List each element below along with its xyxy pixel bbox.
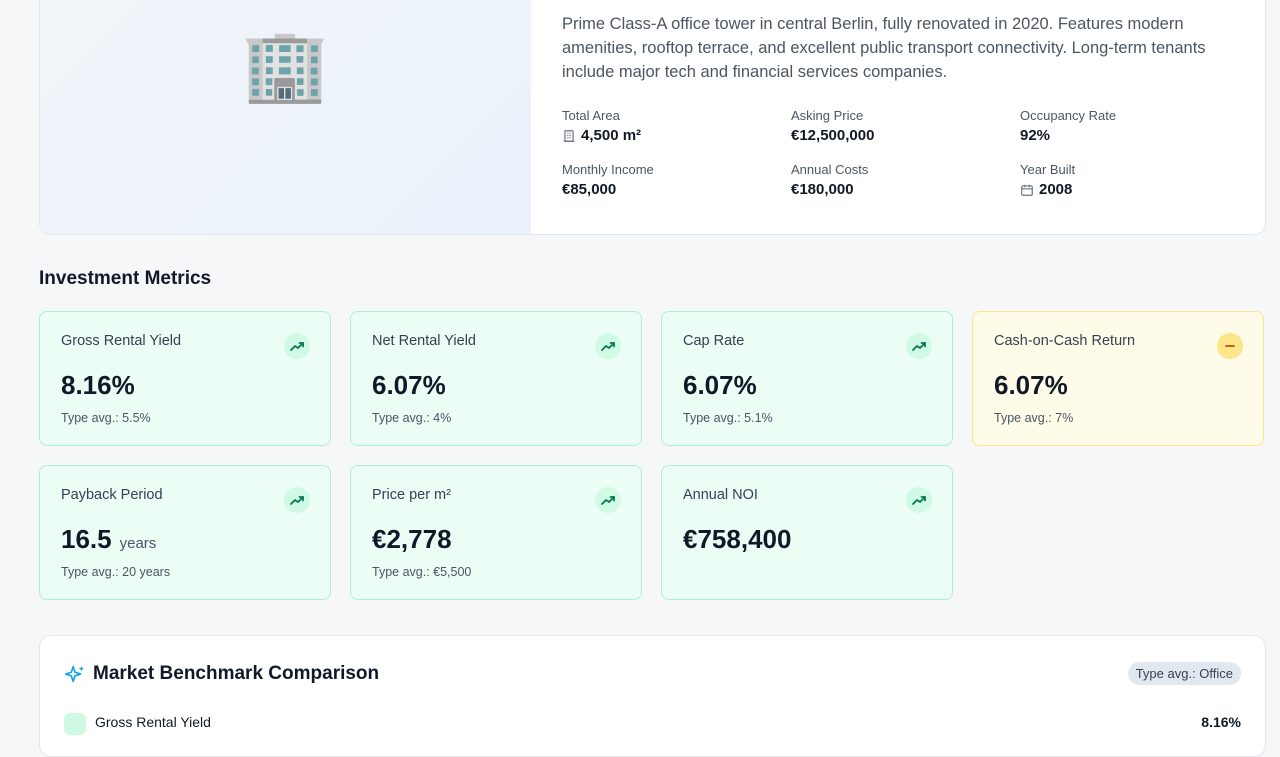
metric-value-text: 6.07% [994,370,1068,400]
calendar-icon [1020,183,1034,197]
metric-value-text: 8.16% [61,370,135,400]
metric-value-text: €2,778 [372,524,452,554]
metric-value: €758,400 [683,524,791,555]
metric-value-text: €758,400 [683,524,792,554]
stat-value-text: €85,000 [562,181,617,198]
stat-value: €85,000 [562,181,616,198]
section-title: Investment Metrics [39,268,212,289]
stat-value: 2008 [1020,181,1072,198]
metric-note: Type avg.: 20 years [61,565,171,579]
stat-value: 4,500 m² [562,127,641,144]
benchmark-card: Market Benchmark Comparison Type avg.: O… [39,635,1266,757]
trend-icon [906,487,932,513]
stat-label: Year Built [1020,162,1076,177]
property-description: Prime Class-A office tower in central Be… [562,15,1206,81]
building-icon [562,129,576,143]
benchmark-title: Market Benchmark Comparison [93,663,380,684]
metric-value-text: 16.5 [61,524,112,554]
metric-note: Type avg.: 7% [994,411,1074,425]
metric-card: Annual NOI €758,400 [661,465,953,600]
metric-card: Payback Period 16.5 years Type avg.: 20 yea… [39,465,331,600]
type-badge: Type avg.: Office [1127,662,1241,685]
sparkle-icon [65,665,85,683]
stat-label: Total Area [562,108,620,123]
stat-value-text: €12,500,000 [791,127,875,144]
metric-note: Type avg.: 4% [372,411,452,425]
trend-icon [1217,333,1243,359]
metric-note: Type avg.: 5.1% [683,411,773,425]
metric-value: 16.5 years [61,524,156,555]
stat-label: Annual Costs [791,162,869,177]
metric-note: Type avg.: 5.5% [61,411,151,425]
metric-unit: years [119,535,157,552]
stat-value-text: 2008 [1039,181,1073,198]
metric-title: Gross Rental Yield [61,333,182,349]
metric-card: Gross Rental Yield 8.16% Type avg.: 5.5% [39,311,331,446]
property-emoji: 🏢 [241,26,330,104]
metric-value: 6.07% [683,370,757,401]
metric-value-text: 6.07% [683,370,757,400]
property-card: 🏢 [39,0,1266,235]
trend-icon [595,487,621,513]
benchmark-value: 8.16% [1201,714,1241,730]
row-dot [64,713,86,735]
metric-title: Annual NOI [683,487,758,503]
metric-value: 6.07% [994,370,1068,401]
metric-card: Cap Rate 6.07% Type avg.: 5.1% [661,311,953,446]
metric-value-text: 6.07% [372,370,446,400]
metric-card: Price per m² €2,778 Type avg.: €5,500 [350,465,642,600]
metric-value: €2,778 [372,524,452,555]
trend-icon [906,333,932,359]
metric-card: Net Rental Yield 6.07% Type avg.: 4% [350,311,642,446]
trend-icon [284,487,310,513]
stat-value: €180,000 [791,181,854,198]
metric-title: Cap Rate [683,333,745,349]
stat-label: Monthly Income [562,162,654,177]
metric-title: Net Rental Yield [372,333,476,349]
metric-value: 8.16% [61,370,135,401]
stat-label: Occupancy Rate [1020,108,1117,123]
stat-value: €12,500,000 [791,127,874,144]
metric-value: 6.07% [372,370,446,401]
benchmark-label: Gross Rental Yield [95,714,211,730]
metric-note: Type avg.: €5,500 [372,565,472,579]
stat-label: Asking Price [791,108,864,123]
metric-card: Cash-on-Cash Return 6.07% Type avg.: 7% [972,311,1264,446]
trend-icon [284,333,310,359]
metric-title: Cash-on-Cash Return [994,333,1136,349]
metric-title: Price per m² [372,487,451,503]
stat-value: 92% [1020,127,1050,144]
property-image: 🏢 [40,0,531,234]
stat-value-text: €180,000 [791,181,854,198]
stat-value-text: 4,500 m² [581,127,642,144]
trend-icon [595,333,621,359]
metric-title: Payback Period [61,487,163,503]
page: 🏢 Prime Class-A office tower in central … [39,0,1266,757]
stat-value-text: 92% [1020,127,1051,144]
